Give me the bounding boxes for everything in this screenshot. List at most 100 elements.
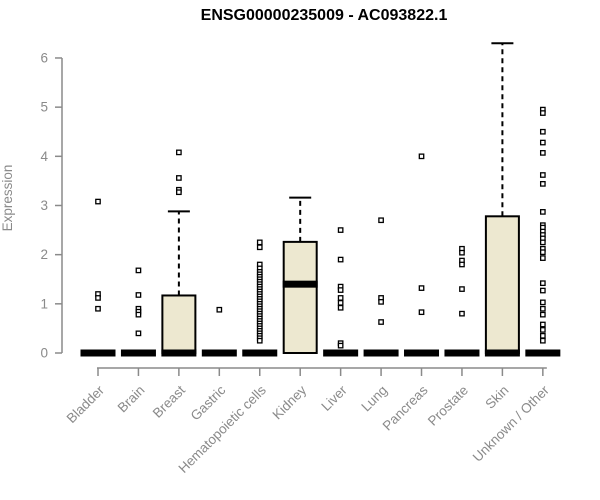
outlier-point [539, 239, 546, 246]
median-line [484, 349, 520, 357]
median-line [404, 349, 440, 357]
box-group-liver [323, 227, 359, 357]
box-group-prostate [444, 245, 480, 357]
x-tick-label-liver: Liver [318, 382, 350, 414]
outlier-point [539, 110, 546, 116]
outlier-point [539, 332, 546, 339]
outlier-point [539, 321, 546, 328]
box-rect [282, 240, 318, 354]
outlier-point [539, 209, 546, 215]
outlier-point [95, 198, 101, 205]
x-tick-label-unknown-other: Unknown / Other [470, 382, 553, 465]
outlier-point [256, 337, 263, 344]
outlier-point [539, 311, 546, 318]
outlier-point [539, 305, 546, 312]
median-line [323, 349, 359, 357]
median-line [120, 349, 156, 357]
box-rect [484, 215, 520, 354]
median-line [444, 349, 480, 357]
outlier-point [337, 227, 344, 233]
outlier-point [135, 330, 142, 337]
box-group-unknown-other [525, 106, 561, 357]
outlier-point [418, 309, 425, 316]
x-tick-label-bladder: Bladder [64, 382, 108, 426]
outlier-point [135, 311, 142, 318]
box-group-gastric [201, 306, 237, 357]
y-axis-title: Expression [0, 165, 15, 232]
outlier-point [459, 310, 465, 317]
box-group-hematopoietic-cells [242, 239, 278, 357]
outlier-point [539, 139, 546, 146]
y-axis [55, 57, 63, 354]
outlier-point [135, 267, 142, 274]
outlier-point [135, 292, 142, 298]
box-group-skin [484, 42, 520, 357]
y-tick-label: 5 [40, 100, 48, 115]
median-line [80, 349, 116, 357]
outlier-point [378, 299, 384, 305]
outlier-point [539, 128, 546, 135]
x-tick-label-skin: Skin [482, 383, 511, 412]
outlier-point [95, 305, 101, 312]
outlier-point [539, 255, 546, 261]
x-tick-label-lung: Lung [358, 383, 390, 415]
x-tick-label-pancreas: Pancreas [380, 382, 431, 433]
outlier-point [418, 285, 425, 291]
x-tick-label-kidney: Kidney [270, 382, 310, 422]
outlier-point [539, 299, 546, 306]
outlier-point [539, 280, 546, 287]
outlier-point [256, 239, 263, 246]
median-line [161, 349, 197, 357]
box-group-bladder [80, 198, 116, 357]
median-line [242, 349, 278, 357]
outlier-point [176, 149, 182, 156]
box-group-breast [161, 149, 197, 357]
y-tick-label: 0 [40, 346, 48, 361]
box-group-pancreas [404, 153, 440, 357]
outlier-point [378, 217, 384, 224]
outlier-point [539, 327, 546, 333]
outlier-point [337, 256, 344, 263]
outlier-point [539, 181, 546, 187]
outlier-point [539, 249, 546, 256]
outlier-point [418, 153, 425, 160]
outlier-point [337, 295, 344, 301]
outlier-point [539, 172, 546, 178]
box-group-brain [120, 267, 156, 357]
y-tick-label: 4 [40, 149, 48, 164]
outlier-point [459, 286, 465, 292]
outlier-point [459, 249, 465, 256]
y-tick-label: 3 [40, 198, 48, 213]
outlier-point [337, 287, 344, 293]
x-tick-label-breast: Breast [150, 382, 188, 420]
outlier-point [337, 304, 344, 311]
median-line [363, 349, 399, 357]
y-tick-label: 2 [40, 247, 48, 262]
outlier-point [539, 337, 546, 344]
outlier-point [459, 261, 465, 268]
outlier-point [176, 189, 182, 196]
y-tick-label: 1 [40, 296, 48, 311]
outlier-point [176, 175, 182, 181]
outlier-point [256, 244, 263, 251]
y-tick-label: 6 [40, 50, 48, 65]
median-line [201, 349, 237, 357]
outlier-point [539, 150, 546, 156]
median-line [282, 280, 318, 288]
box-rect [161, 294, 197, 354]
outlier-point [337, 299, 344, 306]
outlier-point [216, 306, 223, 313]
x-axis [97, 367, 547, 376]
outlier-point [95, 295, 101, 301]
box-group-kidney [282, 196, 318, 354]
outlier-point [378, 319, 384, 325]
outlier-point [539, 287, 546, 294]
chart-title: ENSG00000235009 - AC093822.1 [201, 7, 448, 24]
x-tick-label-brain: Brain [115, 383, 148, 416]
box-group-lung [363, 217, 399, 357]
outlier-point [337, 342, 344, 349]
x-tick-label-prostate: Prostate [425, 383, 471, 429]
